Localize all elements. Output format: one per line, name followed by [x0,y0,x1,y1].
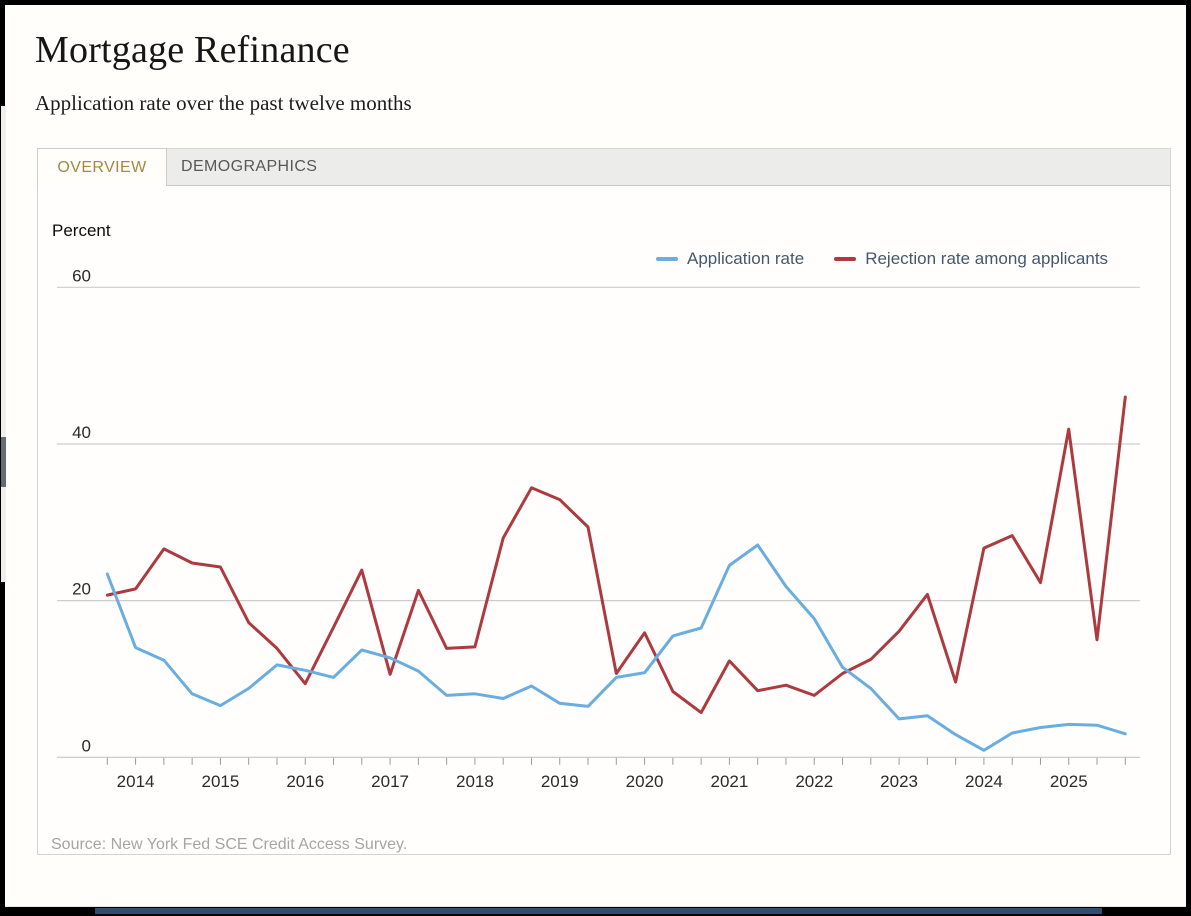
scrollbar-thumb[interactable] [1,437,6,487]
legend-swatch-icon [834,257,857,261]
bottom-accent-bar [95,908,1102,914]
y-axis-unit-label: Percent [52,221,111,240]
legend-label: Rejection rate among applicants [865,249,1109,268]
legend-item-rejection-rate[interactable]: Rejection rate among applicants [834,249,1108,269]
tab-bar-filler [317,148,1171,186]
legend-swatch-icon [656,257,678,261]
chart-card [37,186,1171,855]
legend-label: Application rate [687,249,805,268]
page-title: Mortgage Refinance [35,29,350,71]
tab-bar: OVERVIEW DEMOGRAPHICS [37,148,1171,186]
legend-item-application-rate[interactable]: Application rate [656,249,804,269]
chart-legend: Application rate Rejection rate among app… [656,249,1108,269]
scrollbar-track[interactable] [1,106,6,582]
page-background: Mortgage Refinance Application rate over… [5,5,1186,907]
source-note: Source: New York Fed SCE Credit Access S… [51,836,408,853]
page-subtitle: Application rate over the past twelve mo… [35,91,412,115]
tab-demographics[interactable]: DEMOGRAPHICS [167,148,318,186]
tab-overview[interactable]: OVERVIEW [37,148,167,186]
